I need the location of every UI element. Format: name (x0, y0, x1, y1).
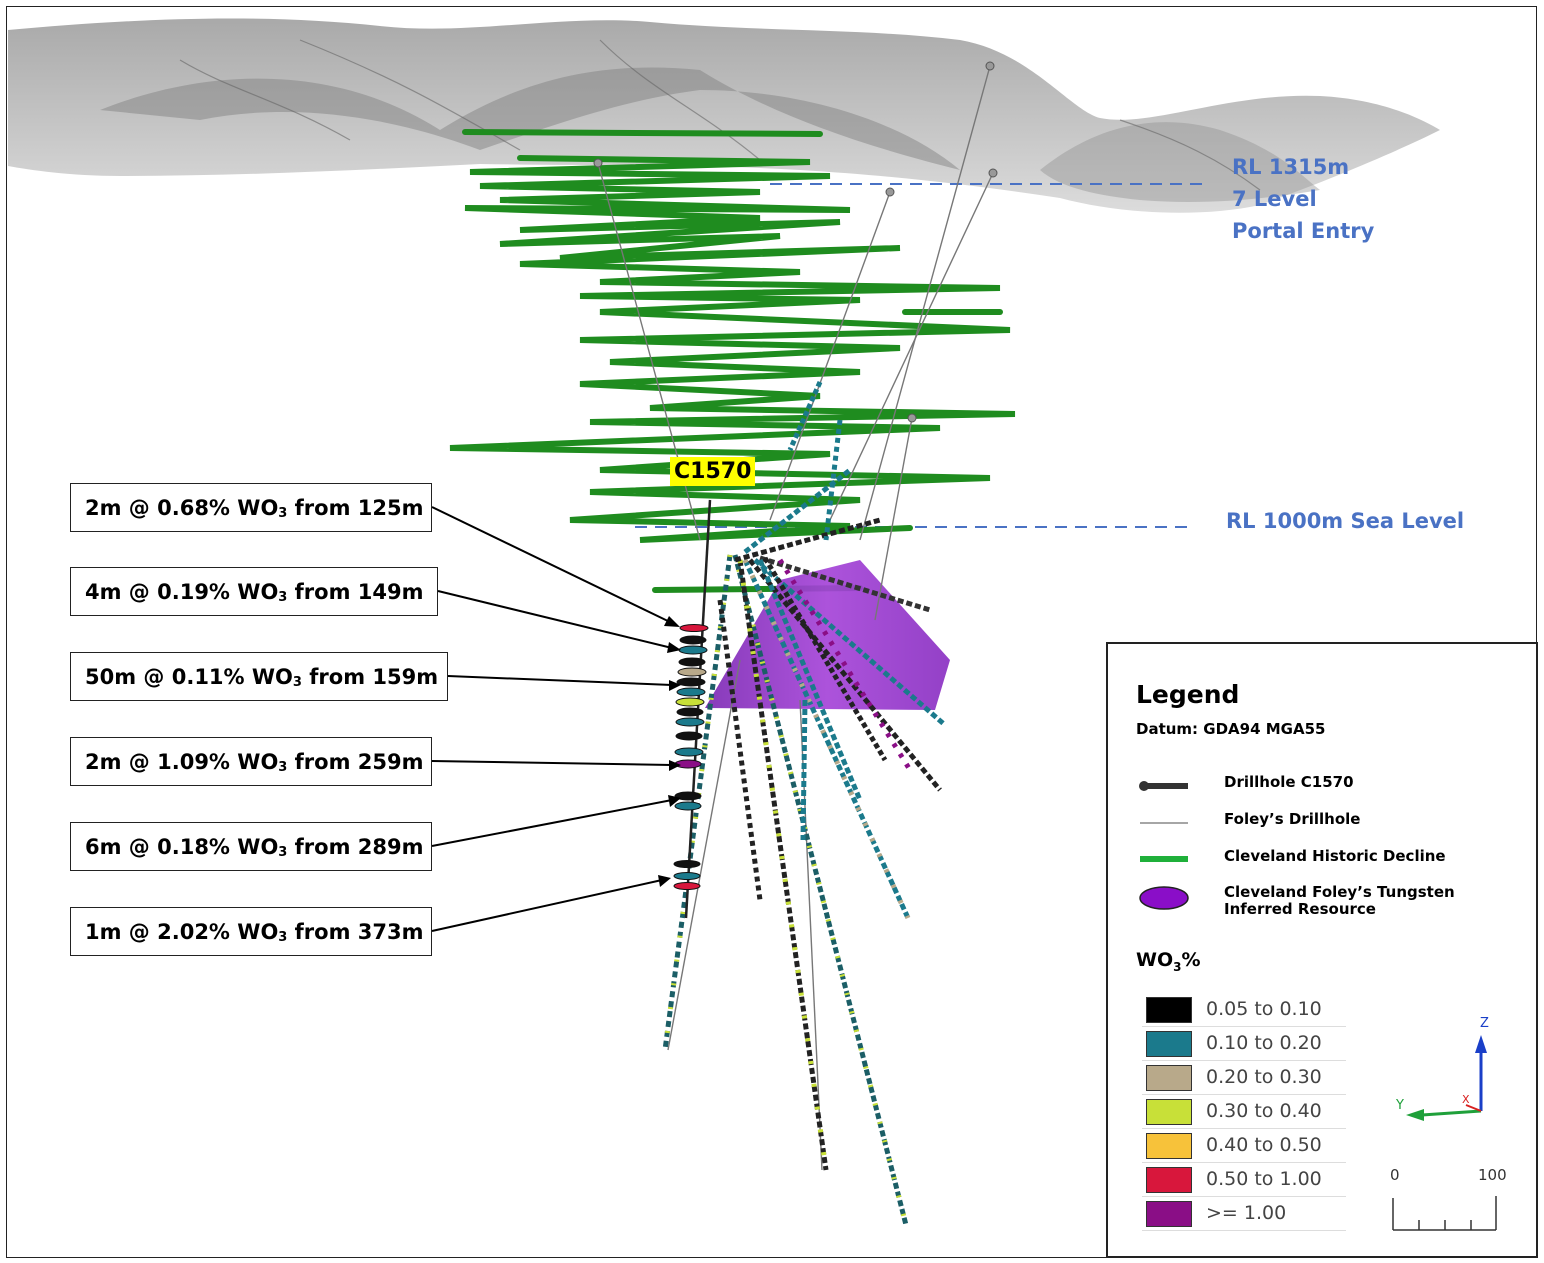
grade-label: 0.30 to 0.40 (1206, 1100, 1322, 1122)
assay-drill-traces (662, 380, 947, 1226)
scale-start-label: 0 (1390, 1166, 1400, 1184)
rl1315-line1: RL 1315m (1232, 155, 1350, 179)
legend-title: Legend (1136, 680, 1240, 709)
collar-marker (907, 413, 917, 423)
collar-marker (593, 158, 603, 168)
grade-row: 0.20 to 0.30 (1142, 1062, 1346, 1095)
terrain-surface (8, 18, 1440, 213)
scale-end-label: 100 (1478, 1166, 1507, 1184)
legend-label: Cleveland Foley’s Tungsten Inferred Resou… (1224, 883, 1455, 918)
callout-arrowheads (658, 616, 681, 887)
thin-line-icon (1140, 822, 1188, 824)
grade-swatch (1146, 1031, 1192, 1057)
legend-datum: Datum: GDA94 MGA55 (1136, 720, 1326, 738)
x-axis-label: X (1462, 1093, 1470, 1106)
legend-label: Foley’s Drillhole (1224, 810, 1361, 828)
rl1315-label: RL 1315m 7 Level Portal Entry (1232, 151, 1374, 247)
rl1315-line3: Portal Entry (1232, 219, 1375, 243)
grade-swatch (1146, 997, 1192, 1023)
grade-label: >= 1.00 (1206, 1202, 1287, 1224)
grade-label: 0.05 to 0.10 (1206, 998, 1322, 1020)
legend-label: Cleveland Historic Decline (1224, 847, 1446, 865)
collar-marker (885, 187, 895, 197)
grade-swatch (1146, 1099, 1192, 1125)
grade-row: 0.05 to 0.10 (1142, 994, 1346, 1027)
rl1000-label: RL 1000m Sea Level (1226, 509, 1465, 533)
drillhole-c1570 (673, 499, 712, 919)
collar-marker (985, 61, 995, 71)
scale-bar (1392, 1196, 1497, 1231)
grade-swatch (1146, 1133, 1192, 1159)
green-line-icon (1140, 856, 1188, 862)
grade-row: 0.40 to 0.50 (1142, 1130, 1346, 1163)
grade-row: 0.10 to 0.20 (1142, 1028, 1346, 1061)
intercept-box: 1m @ 2.02% WO3 from 373m (70, 907, 432, 956)
grade-label: 0.20 to 0.30 (1206, 1066, 1322, 1088)
grade-label: 0.10 to 0.20 (1206, 1032, 1322, 1054)
intercept-box: 2m @ 0.68% WO3 from 125m (70, 483, 432, 532)
legend-label: Drillhole C1570 (1224, 773, 1354, 791)
intercept-box: 50m @ 0.11% WO3 from 159m (70, 652, 448, 701)
intercept-box: 6m @ 0.18% WO3 from 289m (70, 822, 432, 871)
legend-panel: Legend Datum: GDA94 MGA55 Drillhole C157… (1106, 642, 1538, 1258)
grade-swatch (1146, 1065, 1192, 1091)
drillhole-tag: C1570 (670, 457, 756, 486)
grade-label: 0.40 to 0.50 (1206, 1134, 1322, 1156)
historic-decline (449, 129, 1016, 593)
z-axis-label: Z (1480, 1016, 1489, 1031)
purple-ellipse-icon (1139, 886, 1189, 910)
y-axis-label: Y (1395, 1098, 1404, 1113)
grade-label: 0.50 to 1.00 (1206, 1168, 1322, 1190)
intercept-box: 4m @ 0.19% WO3 from 149m (70, 567, 438, 616)
axis-triad-icon: Z Y X (1395, 1016, 1489, 1121)
grade-title: WO3% (1136, 949, 1201, 974)
callout-arrows (431, 506, 673, 932)
grade-row: >= 1.00 (1142, 1198, 1346, 1231)
grade-swatch (1146, 1201, 1192, 1227)
thick-line-icon (1139, 781, 1188, 791)
collar-marker (988, 168, 998, 178)
grade-row: 0.30 to 0.40 (1142, 1096, 1346, 1129)
grade-row: 0.50 to 1.00 (1142, 1164, 1346, 1197)
rl1315-line2: 7 Level (1232, 187, 1317, 211)
grade-swatch (1146, 1167, 1192, 1193)
intercept-box: 2m @ 1.09% WO3 from 259m (70, 737, 432, 786)
